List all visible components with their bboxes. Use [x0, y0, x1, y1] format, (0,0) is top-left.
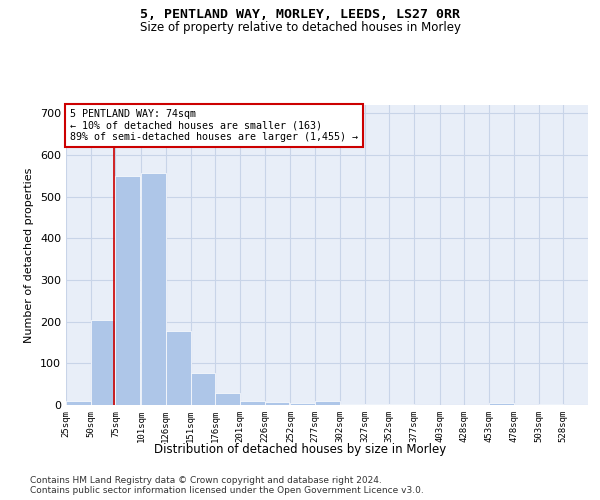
- Bar: [290, 403, 315, 405]
- Bar: [215, 394, 240, 405]
- Bar: [166, 331, 191, 405]
- Text: 5 PENTLAND WAY: 74sqm
← 10% of detached houses are smaller (163)
89% of semi-det: 5 PENTLAND WAY: 74sqm ← 10% of detached …: [70, 109, 358, 142]
- Bar: [66, 401, 91, 405]
- Bar: [240, 401, 265, 405]
- Text: Contains public sector information licensed under the Open Government Licence v3: Contains public sector information licen…: [30, 486, 424, 495]
- Text: Contains HM Land Registry data © Crown copyright and database right 2024.: Contains HM Land Registry data © Crown c…: [30, 476, 382, 485]
- Bar: [191, 372, 215, 405]
- Bar: [340, 404, 365, 405]
- Bar: [489, 403, 514, 405]
- Bar: [365, 404, 389, 405]
- Bar: [91, 320, 115, 405]
- Bar: [265, 402, 289, 405]
- Text: Size of property relative to detached houses in Morley: Size of property relative to detached ho…: [139, 21, 461, 34]
- Bar: [539, 404, 563, 405]
- Bar: [389, 404, 414, 405]
- Text: 5, PENTLAND WAY, MORLEY, LEEDS, LS27 0RR: 5, PENTLAND WAY, MORLEY, LEEDS, LS27 0RR: [140, 8, 460, 20]
- Text: Distribution of detached houses by size in Morley: Distribution of detached houses by size …: [154, 442, 446, 456]
- Y-axis label: Number of detached properties: Number of detached properties: [25, 168, 34, 342]
- Bar: [315, 401, 340, 405]
- Bar: [141, 172, 166, 405]
- Bar: [115, 176, 140, 405]
